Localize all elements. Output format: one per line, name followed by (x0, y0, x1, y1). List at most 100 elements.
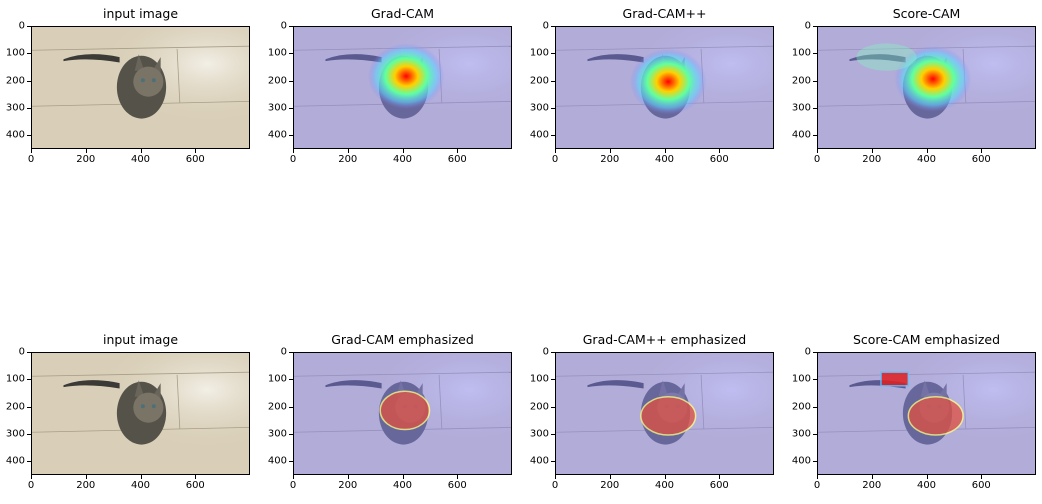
y-tick-label: 400 (5, 455, 25, 467)
cat-image (32, 27, 249, 148)
x-tick-label: 600 (185, 480, 205, 491)
subplot: input image 0 200 400 600 0 100 200 300 400 (6, 6, 250, 165)
y-tick-mark (551, 135, 555, 137)
y-tick-label: 400 (529, 455, 549, 467)
heatmap-blob (894, 46, 972, 112)
x-tick-label: 200 (338, 480, 358, 491)
x-tick-label: 400 (916, 154, 937, 165)
axes (293, 352, 512, 475)
heatmap-blob (367, 43, 445, 109)
x-tick-label: 0 (289, 154, 297, 165)
y-tick-label: 300 (791, 102, 811, 114)
y-tick-mark (551, 53, 555, 55)
x-tick-label: 200 (338, 154, 358, 165)
y-tick-label: 100 (791, 373, 811, 385)
y-tick-mark (289, 352, 293, 353)
y-tick-mark (27, 461, 31, 463)
x-tick-mark (140, 475, 142, 479)
cat-image (32, 353, 249, 474)
x-tick-label: 200 (76, 154, 96, 165)
y-tick-mark (289, 135, 293, 137)
x-tick-mark (609, 149, 611, 153)
y-tick-label: 400 (267, 129, 287, 141)
subplot: Grad-CAM++ emphasized 0 200 400 600 0 100 200 3… (530, 332, 774, 491)
y-tick-label: 0 (18, 20, 25, 32)
y-tick-label: 100 (5, 47, 25, 59)
y-tick-label: 200 (5, 75, 25, 87)
x-tick-mark (347, 475, 349, 479)
subplot: input image 0 200 400 600 0 100 200 300 400 (6, 332, 250, 491)
y-tick-label: 0 (280, 346, 287, 358)
x-tick-mark (293, 475, 294, 479)
y-tick-label: 400 (791, 455, 811, 467)
subplot: Grad-CAM 0 200 400 600 0 100 200 300 400 (268, 6, 512, 165)
x-tick-label: 200 (600, 480, 620, 491)
x-tick-label: 0 (27, 154, 35, 165)
y-tick-mark (289, 26, 293, 27)
emphasized-region (907, 395, 964, 436)
axes (31, 26, 250, 149)
x-tick-mark (457, 475, 459, 479)
x-tick-mark (402, 149, 404, 153)
subplot-title: Grad-CAM++ (622, 6, 707, 21)
y-tick-label: 200 (529, 401, 549, 413)
x-tick-label: 400 (130, 154, 151, 165)
y-tick-mark (27, 135, 31, 137)
y-tick-label: 100 (529, 373, 549, 385)
y-tick-label: 0 (18, 346, 25, 358)
x-tick-mark (981, 475, 983, 479)
y-tick-label: 400 (267, 455, 287, 467)
x-tick-label: 200 (862, 480, 882, 491)
subplot-title: input image (102, 6, 179, 21)
y-tick-mark (551, 379, 555, 381)
y-tick-mark (289, 53, 293, 55)
y-tick-mark (27, 53, 31, 55)
axes (555, 26, 774, 149)
subplot: Score-CAM 0 200 400 600 0 100 200 300 400 (792, 6, 1036, 165)
axes (31, 352, 250, 475)
y-tick-label: 0 (280, 20, 287, 32)
emphasized-region (640, 395, 697, 436)
subplot-title: input image (102, 332, 179, 347)
y-tick-label: 200 (791, 401, 811, 413)
x-tick-label: 200 (76, 480, 96, 491)
y-tick-mark (813, 26, 817, 27)
x-tick-mark (195, 149, 197, 153)
subplot-title: Score-CAM emphasized (852, 332, 1001, 347)
y-tick-label: 300 (5, 428, 25, 440)
x-tick-mark (609, 475, 611, 479)
x-tick-mark (457, 149, 459, 153)
y-tick-mark (27, 26, 31, 27)
y-tick-label: 0 (542, 346, 549, 358)
y-tick-label: 400 (5, 129, 25, 141)
x-tick-mark (664, 475, 666, 479)
x-tick-mark (555, 475, 556, 479)
y-tick-label: 100 (791, 47, 811, 59)
x-tick-label: 0 (813, 480, 821, 491)
y-tick-mark (813, 80, 817, 82)
y-tick-label: 100 (5, 373, 25, 385)
x-tick-label: 600 (447, 480, 467, 491)
y-tick-mark (289, 80, 293, 82)
y-tick-mark (813, 406, 817, 408)
x-tick-label: 0 (27, 480, 35, 491)
x-tick-mark (555, 149, 556, 153)
y-tick-mark (551, 80, 555, 82)
y-tick-label: 100 (267, 47, 287, 59)
y-tick-label: 200 (267, 75, 287, 87)
y-tick-mark (551, 108, 555, 109)
x-tick-label: 400 (392, 480, 413, 491)
x-tick-label: 400 (654, 480, 675, 491)
x-tick-label: 0 (551, 154, 559, 165)
y-tick-label: 300 (529, 428, 549, 440)
emphasized-region (379, 390, 431, 431)
y-tick-label: 0 (804, 20, 811, 32)
x-tick-mark (195, 475, 197, 479)
y-tick-mark (813, 461, 817, 463)
y-tick-label: 200 (5, 401, 25, 413)
axes (817, 26, 1036, 149)
y-tick-mark (813, 379, 817, 381)
y-tick-mark (813, 352, 817, 353)
y-tick-label: 400 (791, 129, 811, 141)
y-tick-label: 200 (267, 401, 287, 413)
